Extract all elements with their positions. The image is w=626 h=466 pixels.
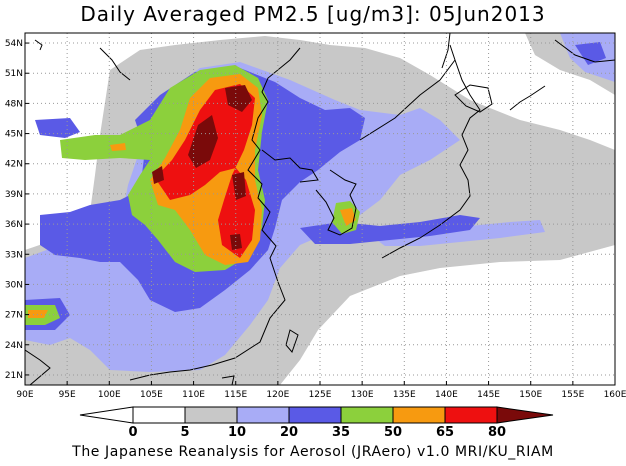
- x-tick-label: 120E: [266, 390, 289, 400]
- colorbar-label: 50: [384, 425, 402, 440]
- footer-credit: The Japanese Reanalysis for Aerosol (JRA…: [72, 444, 554, 460]
- y-tick-label: 45N: [5, 130, 23, 140]
- pm25-band-20-ne: [575, 42, 606, 65]
- pm25-band-80: [188, 115, 218, 168]
- x-tick-label: 125E: [309, 390, 332, 400]
- x-tick-label: 90E: [16, 390, 33, 400]
- pm25-band-50-korea: [340, 208, 356, 226]
- y-tick-label: 27N: [5, 311, 23, 321]
- coastline-hainan: [221, 375, 235, 385]
- coastline-korea: [315, 169, 357, 236]
- coastline-kuril: [509, 85, 546, 111]
- coastline-baikal: [99, 47, 131, 81]
- colorbar-label: 5: [180, 425, 189, 440]
- colorbar-swatch: [392, 406, 446, 424]
- pm25-band-20-ocean: [300, 215, 480, 244]
- colorbar-label: 80: [488, 425, 506, 440]
- map-title: Daily Averaged PM2.5 [ug/m3]: 05Jun2013: [80, 2, 546, 26]
- y-axis: 21N 24N 27N 30N 33N 36N 39N 42N 45N 48N 51N 54N: [5, 39, 29, 381]
- coastline-china: [129, 47, 301, 381]
- pm25-band-65: [155, 84, 255, 258]
- colorbar-label: 0: [128, 425, 137, 440]
- coastline-taiwan: [285, 329, 299, 353]
- x-tick-label: 110E: [182, 390, 205, 400]
- y-tick-label: 33N: [5, 250, 23, 260]
- y-tick-label: 36N: [5, 220, 23, 230]
- y-tick-label: 30N: [5, 280, 23, 290]
- x-tick-label: 130E: [351, 390, 374, 400]
- colorbar-label: 10: [228, 425, 246, 440]
- colorbar-swatch: [288, 406, 342, 424]
- colorbar: 0 5 10 20 35 50 65 80: [79, 406, 554, 440]
- colorbar-swatch: [444, 406, 498, 424]
- coastline-hokkaido: [454, 84, 493, 113]
- colorbar-swatch: [184, 406, 238, 424]
- colorbar-swatch: [132, 406, 186, 424]
- x-tick-label: 100E: [98, 390, 121, 400]
- x-tick-label: 95E: [59, 390, 76, 400]
- pm25-band-80-b: [225, 85, 252, 112]
- x-tick-label: 150E: [519, 390, 542, 400]
- colorbar-label: 20: [280, 425, 298, 440]
- colorbar-triangle-high: [496, 406, 554, 424]
- x-tick-label: 155E: [561, 390, 584, 400]
- pm25-band-50-sw: [28, 310, 48, 318]
- colorbar-swatch: [236, 406, 290, 424]
- pm25-band-50-w: [110, 143, 126, 151]
- colorbar-label: 35: [332, 425, 350, 440]
- x-tick-label: 135E: [393, 390, 416, 400]
- y-tick-label: 54N: [5, 39, 23, 49]
- x-tick-label: 115E: [224, 390, 247, 400]
- coastline-lake-w: [34, 39, 43, 51]
- y-tick-label: 24N: [5, 341, 23, 351]
- pm25-band-5-e: [530, 130, 580, 200]
- pm25-band-10-ocean: [370, 220, 545, 246]
- y-tick-label: 51N: [5, 69, 23, 79]
- pm25-band-20-w: [35, 118, 80, 138]
- x-axis: 90E 95E 100E 105E 110E 115E 120E 125E 130E 135E 14…: [16, 381, 626, 400]
- colorbar-swatch: [340, 406, 394, 424]
- coastline-bohai: [261, 149, 319, 183]
- x-tick-label: 140E: [435, 390, 458, 400]
- x-tick-label: 105E: [140, 390, 163, 400]
- x-tick-label: 145E: [477, 390, 500, 400]
- y-tick-label: 48N: [5, 99, 23, 109]
- y-tick-label: 21N: [5, 371, 23, 381]
- pm25-band-80-e: [152, 166, 164, 184]
- colorbar-label: 65: [436, 425, 454, 440]
- colorbar-triangle-low: [79, 406, 134, 424]
- y-tick-label: 42N: [5, 160, 23, 170]
- x-tick-label: 160E: [604, 390, 626, 400]
- coastline-indochina: [25, 349, 51, 385]
- coastline-sakhalin: [441, 33, 451, 69]
- y-tick-label: 39N: [5, 190, 23, 200]
- coastline-kamchatka: [554, 39, 615, 63]
- grid-lines: [25, 33, 615, 385]
